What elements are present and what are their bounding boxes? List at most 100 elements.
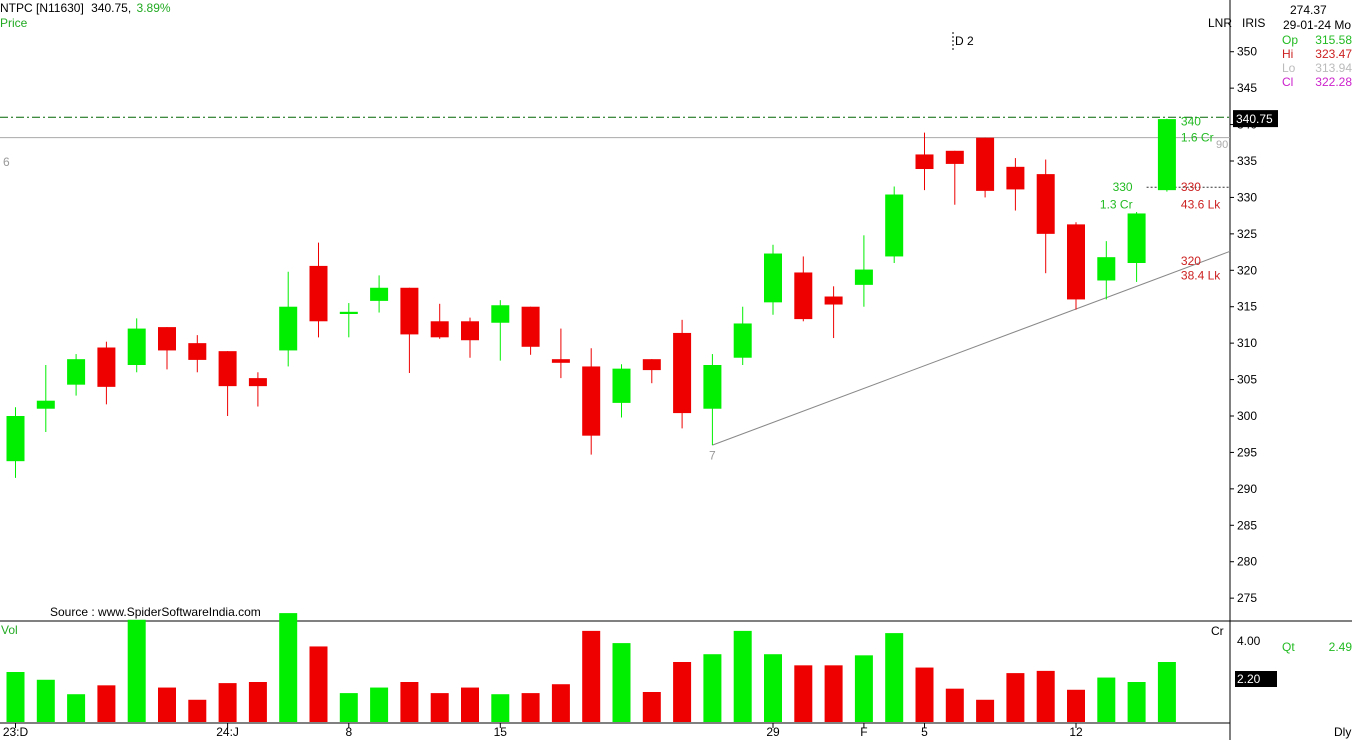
volume-bar: [976, 699, 995, 722]
candle-body: [279, 306, 298, 351]
chart-annotation: 1.6 Cr: [1181, 131, 1214, 145]
indicator-tag: LNR: [1208, 16, 1233, 30]
volume-bar: [188, 699, 207, 722]
y-tick-label: 275: [1237, 591, 1257, 605]
volume-bar: [461, 687, 479, 722]
candle-body: [1067, 224, 1085, 300]
candle-body: [1127, 213, 1146, 263]
volume-bar: [854, 655, 873, 722]
info-open-value: 315.58: [1315, 33, 1352, 47]
volume-bar: [67, 694, 86, 722]
y-tick-label: 300: [1237, 409, 1257, 423]
volume-current-tag: 2.20: [1235, 671, 1277, 687]
y-tick-label: 335: [1237, 154, 1257, 168]
volume-bar: [279, 613, 298, 722]
info-low-label: Lo: [1282, 61, 1296, 75]
indicator-tag-2: IRIS: [1242, 16, 1266, 30]
y-tick-label: 320: [1237, 263, 1257, 277]
candle-body: [1157, 119, 1176, 191]
volume-bar: [1067, 689, 1085, 722]
candle-body: [36, 400, 55, 409]
volume-bar: [248, 682, 267, 722]
candle-body: [491, 305, 510, 323]
info-close-label: Cl: [1282, 75, 1294, 89]
chart-annotation: 1.3 Cr: [1100, 198, 1133, 212]
x-tick-label: F: [860, 725, 867, 739]
qt-label: Qt: [1282, 640, 1295, 654]
candle-body: [1036, 174, 1055, 234]
candle-body: [430, 321, 449, 338]
volume-bar: [339, 693, 358, 722]
symbol-header: NTPC [N11630] 340.75, 3.89%: [0, 1, 171, 15]
y-tick-label: 290: [1237, 482, 1257, 496]
candle-body: [1006, 166, 1025, 190]
chart-annotation: 330: [1113, 180, 1133, 194]
x-tick-label: 23:D: [3, 725, 29, 739]
y-tick-label: 345: [1237, 81, 1257, 95]
info-open-label: Op: [1282, 33, 1299, 47]
y-tick-label: 330: [1237, 190, 1257, 204]
last-price-tag-box: [1233, 110, 1278, 128]
x-tick-label: 15: [494, 725, 508, 739]
chart-annotation: 320: [1181, 254, 1201, 268]
x-tick-label: 29: [766, 725, 780, 739]
info-low-value: 313.94: [1315, 61, 1352, 75]
volume-bar: [218, 683, 237, 722]
volume-bar: [521, 693, 540, 722]
candle-body: [248, 378, 267, 387]
candle-body: [945, 150, 964, 164]
chart-annotation: 43.6 Lk: [1181, 198, 1221, 212]
candle-body: [400, 287, 419, 335]
info-value: 274.37: [1290, 3, 1327, 17]
volume-bar: [915, 667, 934, 722]
y-tick-label: 280: [1237, 555, 1257, 569]
candle-body: [976, 137, 995, 191]
candle-body: [551, 359, 570, 363]
volume-bar: [764, 654, 782, 722]
volume-bar: [430, 693, 449, 722]
volume-bar: [400, 682, 419, 722]
volume-bar: [551, 684, 570, 722]
volume-bar: [491, 694, 510, 722]
candle-body: [188, 343, 207, 360]
volume-bar: [1097, 677, 1116, 722]
volume-bar: [733, 630, 752, 722]
candle-body: [461, 321, 479, 341]
candle-body: [218, 351, 237, 387]
x-tick-label: 8: [345, 725, 352, 739]
y-tick-label: 315: [1237, 300, 1257, 314]
qt-value: 2.49: [1328, 640, 1352, 654]
last-price-tag: 340.75: [1236, 112, 1273, 126]
candle-body: [521, 306, 540, 347]
info-date: 29-01-24 Mo: [1283, 18, 1352, 32]
volume-bar: [794, 665, 813, 722]
corner-tag: 90: [1216, 139, 1229, 151]
y-tick-label: 350: [1237, 45, 1257, 59]
candle-body: [612, 368, 631, 403]
volume-bar: [36, 679, 55, 722]
left-tag: 6: [3, 155, 10, 169]
candle-body: [915, 154, 934, 170]
candle-body: [885, 194, 904, 257]
candle-body: [854, 269, 873, 285]
x-tick-label: 5: [921, 725, 928, 739]
y-tick-label: 285: [1237, 518, 1257, 532]
chart-annotation: 330: [1181, 180, 1201, 194]
volume-bar: [1127, 682, 1146, 722]
volume-label: Vol: [1, 623, 18, 637]
chart-annotation: 38.4 Lk: [1181, 268, 1221, 282]
candle-body: [67, 359, 86, 385]
volume-bar: [309, 646, 328, 722]
candle-body: [1097, 257, 1116, 281]
volume-bar: [158, 687, 176, 722]
candle-body: [127, 328, 146, 365]
volume-bar: [97, 685, 116, 722]
candle-body: [309, 265, 328, 322]
timeframe-label[interactable]: Dly: [1334, 725, 1352, 739]
info-close-value: 322.28: [1315, 75, 1352, 89]
volume-bar: [642, 692, 661, 722]
candle-body: [824, 296, 843, 305]
volume-bar: [824, 665, 843, 722]
volume-bar: [1006, 673, 1025, 722]
